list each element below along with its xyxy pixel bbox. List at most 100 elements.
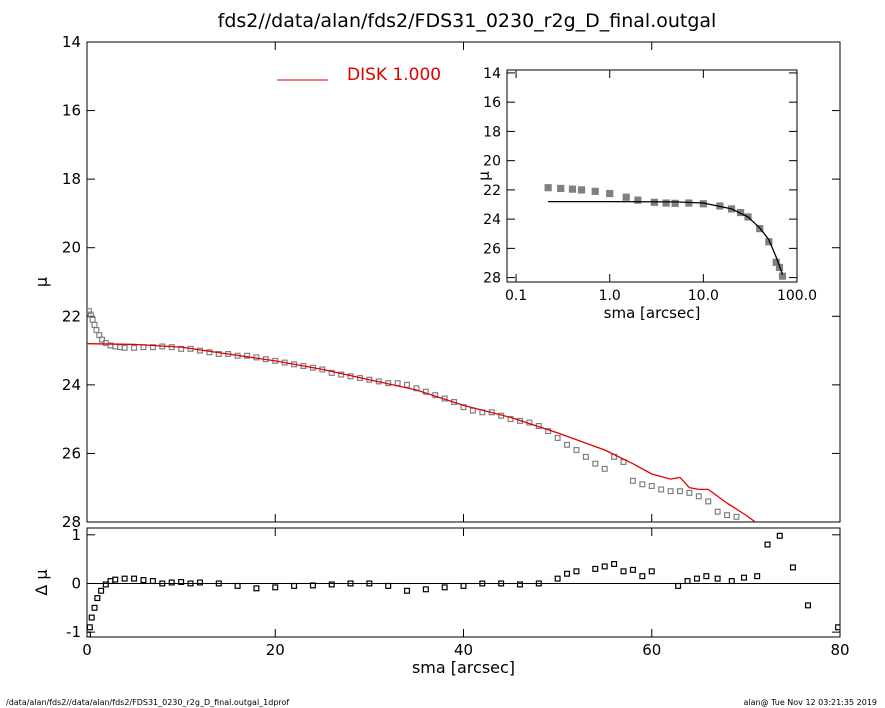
data-point [112,576,119,583]
data-point [724,512,731,519]
data-point [87,624,93,631]
data-point [620,568,627,575]
data-point [98,587,105,594]
y-tick-label: 1 [71,526,81,544]
data-point [671,199,679,207]
data-point [606,189,614,198]
data-point [591,187,599,195]
data-point [206,349,213,356]
data-point [131,344,138,351]
data-point [684,578,691,585]
data-point [639,573,646,580]
data-point [804,602,811,609]
data-point [159,580,166,587]
data-point [667,488,674,495]
data-point [639,481,646,488]
data-point [733,513,740,520]
data-point [675,582,682,589]
x-tick-label: 1.0 [599,288,621,304]
data-point [705,498,712,505]
data-point [404,587,411,594]
data-point [121,575,128,582]
data-point [91,604,98,611]
data-point [535,580,542,587]
data-point [366,580,373,587]
data-point [498,580,505,587]
data-point [554,435,561,442]
data-point [244,352,251,359]
data-point [703,573,710,580]
data-point [215,580,222,587]
y-tick-label: 18 [483,124,501,140]
data-point [776,532,783,539]
data-point [121,344,128,351]
data-point [648,483,655,490]
data-point [648,568,655,575]
data-point [601,465,608,472]
y-tick-label: 16 [62,102,81,120]
chart-title: fds2//data/alan/fds2/FDS31_0230_r2g_D_fi… [218,10,717,32]
data-point [168,579,175,586]
y-tick-label: 28 [483,271,501,287]
legend-label: DISK 1.000 [347,65,441,85]
data-point [131,575,138,582]
y-tick-label: 20 [483,154,501,170]
data-point [573,447,580,454]
model-line [548,200,784,275]
y-tick-label: 22 [62,307,81,325]
data-point [564,441,571,448]
data-point [149,344,156,351]
data-point [460,582,467,589]
data-point [441,584,448,591]
y-tick-label: 28 [62,513,81,531]
y-tick-label: 0 [71,574,81,592]
y-axis-label: μ [32,277,51,287]
x-tick-label: 80 [830,641,849,659]
x-tick-label: 10.0 [688,288,719,304]
data-point [592,565,599,572]
data-point [99,336,106,343]
data-point [622,193,630,201]
data-point [573,568,580,575]
x-tick-label: 0.1 [505,288,527,304]
data-point [102,581,109,588]
x-tick-label: 100.0 [777,288,817,304]
plot-area [544,184,787,280]
y-tick-label: 26 [62,444,81,462]
data-point [676,488,683,495]
data-point [634,196,642,204]
data-point [253,585,260,592]
data-point [187,580,194,587]
data-point [629,477,636,484]
footer-right: alan@ Tue Nov 12 03:21:35 2019 [743,698,877,707]
y-tick-label: 18 [62,170,81,188]
x-tick-label: 20 [266,641,285,659]
y-tick-label: 14 [483,66,501,82]
y-tick-label: 24 [62,376,81,394]
data-point [385,582,392,589]
data-point [568,185,577,193]
y-tick-label: 24 [483,212,501,228]
data-point [582,453,589,460]
x-axis-label: sma [arcsec] [412,658,515,677]
data-point [87,631,91,637]
data-point [544,184,552,192]
y-axis-label: μ [475,171,493,181]
plot-area [87,532,840,637]
data-point [234,582,241,589]
data-point [516,581,523,588]
data-point [554,575,561,582]
data-point [149,578,156,585]
x-tick-label: 60 [642,641,661,659]
data-point [740,574,747,581]
data-point [577,186,586,194]
data-point [309,582,316,589]
plot-area [87,308,756,522]
x-tick-label: 0 [82,641,92,659]
y-tick-label: 22 [483,183,501,199]
data-point [789,564,796,571]
data-point [662,199,670,207]
data-point [835,624,840,631]
